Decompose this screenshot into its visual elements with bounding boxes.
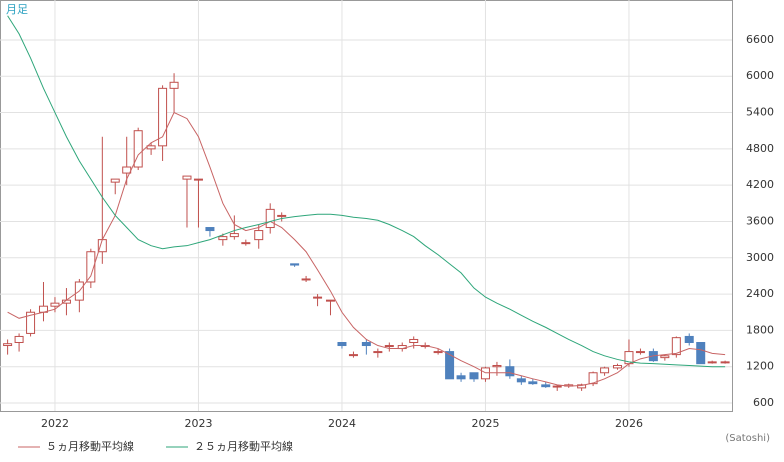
candle-body: [552, 385, 562, 388]
candle-body: [26, 311, 36, 334]
candle-body: [361, 342, 371, 347]
candle-body: [373, 351, 383, 354]
candle-body: [254, 230, 264, 241]
y-tick-label: 5400: [746, 106, 774, 119]
candle-body: [86, 251, 96, 283]
ma-line: [7, 15, 726, 368]
ma-line: [7, 111, 726, 387]
candle-body: [528, 381, 538, 385]
x-tick-label: 2025: [471, 417, 499, 430]
y-tick-label: 3600: [746, 214, 774, 227]
y-tick-label: 1800: [746, 323, 774, 336]
x-tick-label: 2024: [328, 417, 356, 430]
candle-body: [384, 345, 394, 348]
candle-body: [325, 299, 335, 302]
candle-body: [433, 351, 443, 354]
candle-body: [146, 145, 156, 150]
candle-body: [348, 354, 358, 357]
candle-body: [218, 236, 228, 241]
candle-body: [277, 214, 287, 217]
x-tick-label: 2022: [41, 417, 69, 430]
candle-body: [301, 278, 311, 281]
y-tick-label: 4200: [746, 178, 774, 191]
candle-body: [14, 335, 24, 343]
y-tick-label: 4800: [746, 142, 774, 155]
candle-body: [696, 342, 706, 365]
candle-body: [480, 367, 490, 380]
candle-body: [158, 87, 168, 147]
unit-note: (Satoshi): [725, 433, 770, 444]
candle-body: [205, 227, 215, 232]
candle-body: [684, 335, 694, 343]
candle-body: [600, 367, 610, 374]
candle-body: [337, 342, 347, 347]
candle-body: [671, 337, 681, 356]
candle-body: [492, 364, 502, 368]
candle-body: [50, 302, 60, 307]
candle-body: [169, 81, 179, 89]
candle-body: [290, 263, 300, 266]
candle-body: [516, 378, 526, 383]
candle-body: [505, 366, 515, 377]
candle-body: [241, 242, 251, 245]
y-tick-label: 1200: [746, 360, 774, 373]
candle-body: [469, 372, 479, 380]
candle-body: [635, 351, 645, 354]
candle-body: [445, 351, 455, 380]
candle-body: [313, 296, 323, 299]
candle-body: [612, 364, 622, 369]
candle-body: [182, 175, 192, 180]
candle-body: [660, 355, 670, 359]
candle-body: [707, 361, 717, 364]
y-tick-label: 6600: [746, 33, 774, 46]
legend-label: ２５ヵ月移動平均線: [194, 439, 293, 453]
y-tick-label: 3000: [746, 251, 774, 264]
candle-body: [3, 343, 13, 347]
candle-body: [265, 208, 275, 229]
x-tick-label: 2023: [184, 417, 212, 430]
period-label: 月足: [6, 3, 28, 16]
candle-body: [110, 178, 120, 183]
x-tick-label: 2026: [615, 417, 643, 430]
candle-body: [409, 338, 419, 344]
candle-body: [541, 384, 551, 388]
legend-label: ５ヵ月移動平均線: [46, 439, 134, 453]
candle-body: [193, 178, 203, 181]
candle-body: [456, 375, 466, 380]
y-tick-label: 600: [753, 396, 774, 409]
candle-body: [229, 233, 239, 238]
candle-body: [577, 384, 587, 389]
candle-body: [133, 130, 143, 168]
y-tick-label: 6000: [746, 69, 774, 82]
candle-body: [588, 372, 598, 385]
candle-body: [720, 361, 730, 364]
y-tick-label: 2400: [746, 287, 774, 300]
